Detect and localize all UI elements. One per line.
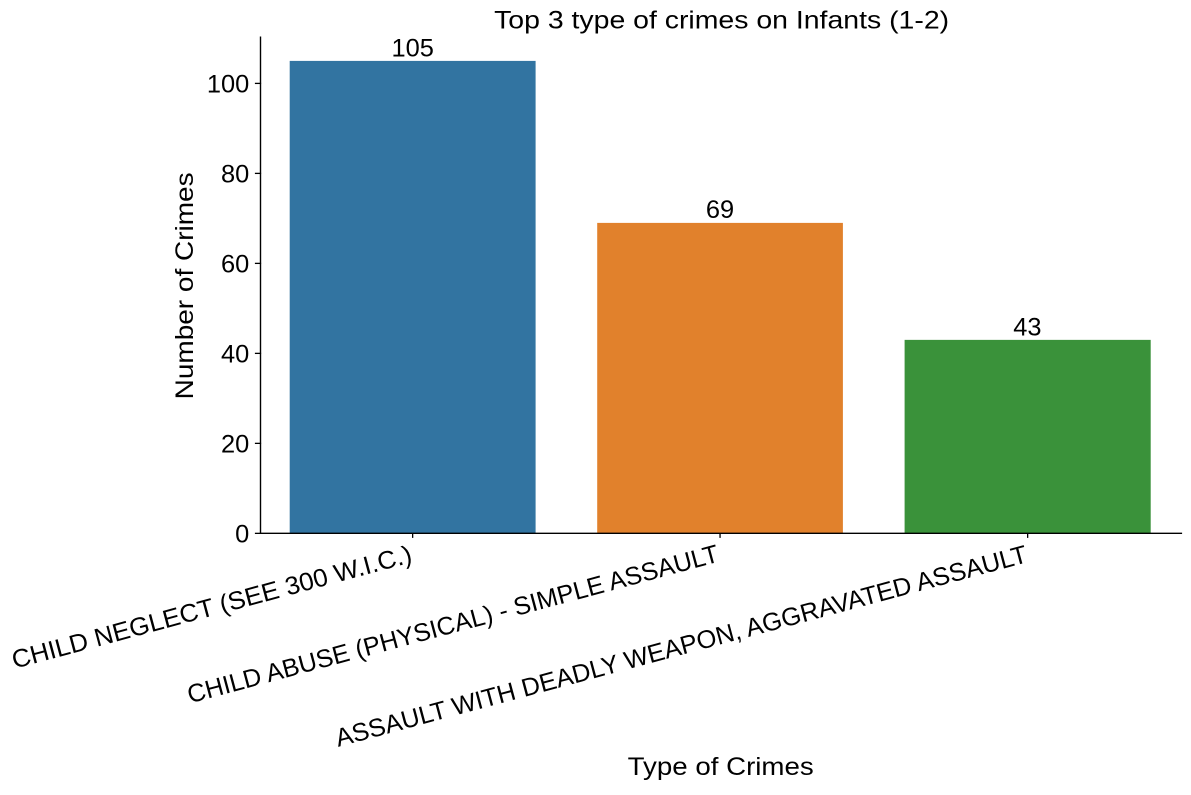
svg-text:Number of Crimes: Number of Crimes: [171, 172, 199, 399]
svg-text:60: 60: [221, 251, 249, 279]
svg-text:20: 20: [221, 431, 249, 459]
svg-text:69: 69: [706, 196, 734, 224]
svg-text:40: 40: [221, 341, 249, 369]
svg-text:0: 0: [235, 521, 249, 549]
svg-text:Top 3 type of crimes on Infant: Top 3 type of crimes on Infants (1-2): [494, 7, 949, 35]
svg-text:100: 100: [207, 71, 249, 99]
svg-text:43: 43: [1013, 313, 1041, 341]
svg-text:105: 105: [392, 34, 434, 62]
svg-text:80: 80: [221, 161, 249, 189]
svg-text:Type of Crimes: Type of Crimes: [628, 753, 814, 781]
